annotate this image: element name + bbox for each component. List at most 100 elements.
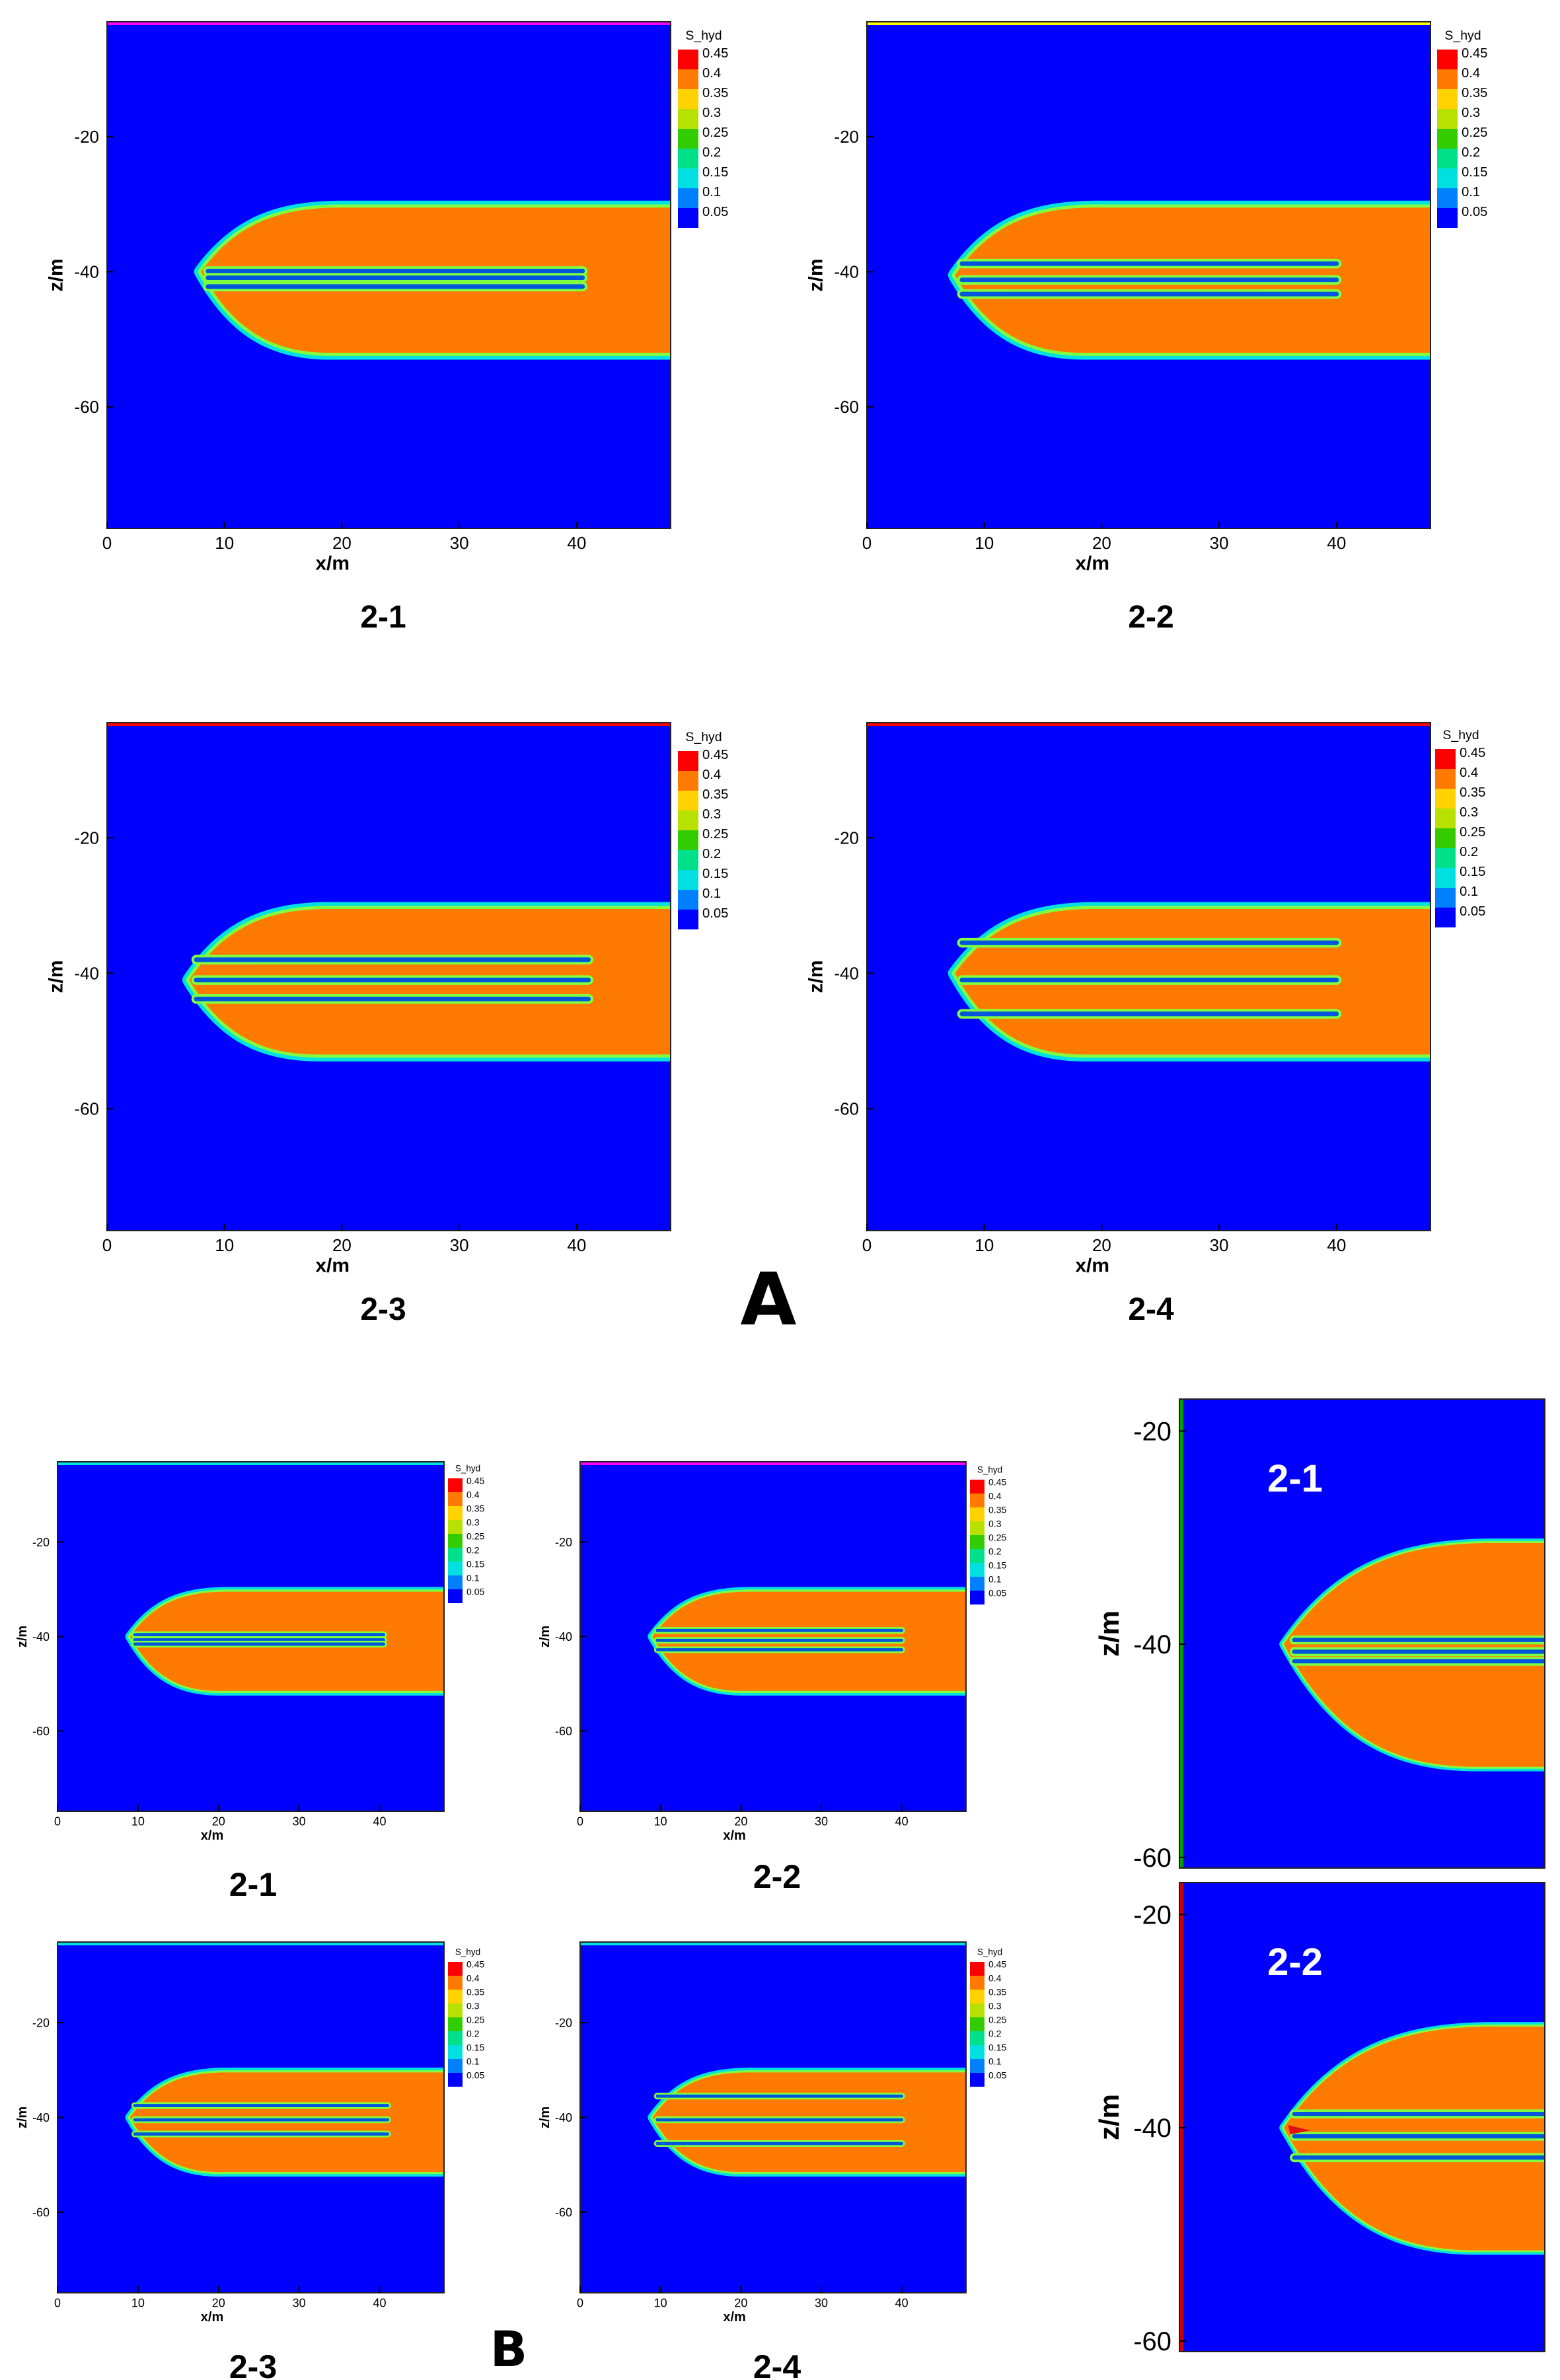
colorbar-level-label: 0.25 — [1460, 825, 1485, 840]
x-tick-label: 10 — [654, 2297, 667, 2310]
x-tick-label: 30 — [1210, 1235, 1229, 1255]
colorbar-level-label: 0.45 — [988, 1476, 1007, 1487]
left-boundary-line — [1179, 1399, 1183, 1868]
colorbar-level-label: 0.3 — [466, 2000, 480, 2011]
y-tick-label: -60 — [1133, 1844, 1171, 1873]
plot-area — [1179, 1399, 1545, 1868]
contour-panel: -20-40-600 10 20 30 40x/mz/mS_hyd0.450.40.35… — [805, 722, 1485, 1327]
x-tick-label: 10 — [215, 1235, 234, 1255]
x-tick-label: 20 — [212, 1815, 225, 1828]
colorbar-swatch — [448, 1534, 463, 1548]
colorbar-level-label: 0.45 — [1460, 746, 1485, 760]
colorbar-level-label: 0.45 — [466, 1475, 485, 1486]
x-tick-label: 0 — [102, 533, 112, 553]
x-tick-label: 10 — [975, 533, 994, 553]
colorbar-level-label: 0.35 — [988, 1504, 1007, 1515]
plot-area — [1179, 1883, 1545, 2352]
colorbar-level-label: 0.3 — [466, 1517, 480, 1527]
colorbar-level-label: 0.2 — [702, 847, 721, 861]
y-axis-label: z/m — [45, 960, 67, 993]
y-tick-label: -40 — [74, 262, 99, 281]
colorbar-level-label: 0.05 — [1460, 904, 1485, 919]
colorbar-title: S_hyd — [977, 1465, 1002, 1475]
x-tick-label: 20 — [734, 2297, 747, 2310]
colorbar-level-label: 0.35 — [702, 787, 728, 802]
y-tick-label: -20 — [1133, 1417, 1171, 1446]
colorbar-swatch — [970, 1990, 984, 2003]
colorbar-level-label: 0.2 — [1462, 145, 1480, 160]
contour-panel: -20 -40 -60 z/m 2-1 — [1094, 1398, 1545, 1873]
colorbar-level-label: 0.1 — [988, 2056, 1002, 2066]
colorbar-level-label: 0.05 — [988, 2070, 1007, 2080]
y-tick-label: -20 — [74, 127, 99, 147]
colorbar-level-label: 0.05 — [988, 1587, 1007, 1598]
colorbar-level-label: 0.4 — [988, 1490, 1002, 1501]
colorbar-swatch — [448, 1478, 463, 1492]
contour-panel: -20-40-600 10 20 30 40x/mz/mS_hyd0.450.40.35… — [45, 722, 728, 1327]
x-tick-label: 10 — [975, 1235, 994, 1255]
x-tick-label: 0 — [577, 2297, 583, 2310]
colorbar-level-label: 0.1 — [466, 2056, 480, 2066]
plot-frame — [1179, 1398, 1545, 1869]
y-tick-label: -20 — [1133, 1900, 1171, 1929]
y-tick-label: -60 — [555, 1725, 572, 1738]
y-axis-label: z/m — [15, 2107, 30, 2128]
colorbar-swatch — [1437, 149, 1458, 168]
colorbar-swatch — [678, 910, 698, 929]
plot-area — [107, 723, 671, 1231]
colorbar-level-label: 0.2 — [702, 145, 721, 160]
panel-caption: 2-4 — [753, 2348, 801, 2380]
colorbar-swatch — [678, 188, 698, 208]
y-tick-label: -20 — [74, 828, 99, 847]
colorbar-level-label: 0.15 — [466, 1558, 485, 1569]
colorbar-level-label: 0.25 — [466, 1531, 485, 1541]
x-axis-label: x/m — [723, 1828, 745, 1843]
colorbar-level-label: 0.4 — [1462, 66, 1480, 81]
x-tick-label: 40 — [567, 533, 586, 553]
colorbar-swatch — [678, 69, 698, 89]
contour-panel: -20-40-600 10 20 30 40x/mz/mS_hyd0.450.40.35… — [15, 1461, 485, 1903]
colorbar-swatch — [1435, 868, 1456, 888]
colorbar-swatch — [1435, 769, 1456, 789]
y-tick-label: -40 — [834, 963, 859, 983]
colorbar-swatch — [448, 2003, 463, 2017]
panel-caption: 2-2 — [1128, 600, 1173, 635]
plot-area — [57, 1462, 444, 1811]
colorbar-swatch — [1435, 789, 1456, 809]
colorbar-swatch — [448, 1548, 463, 1562]
x-tick-label: 30 — [815, 2297, 828, 2310]
x-tick-label: 0 — [54, 1815, 61, 1828]
contour-panel: -20-40-600 10 20 30 40x/mz/mS_hyd0.450.40.35… — [538, 1941, 1007, 2380]
colorbar-swatch — [970, 2003, 984, 2017]
colorbar-level-label: 0.35 — [702, 86, 728, 100]
x-tick-label: 0 — [862, 1235, 872, 1255]
colorbar-level-label: 0.1 — [466, 1572, 480, 1583]
x-tick-label: 40 — [567, 1235, 586, 1255]
x-axis-label: x/m — [723, 2310, 745, 2325]
colorbar-level-label: 0.15 — [1462, 165, 1487, 180]
colorbar-swatch — [678, 751, 698, 771]
x-tick-label: 30 — [1210, 533, 1229, 553]
colorbar-swatch — [448, 1962, 463, 1976]
plot-area — [580, 1462, 966, 1811]
colorbar-level-label: 0.3 — [1460, 805, 1478, 820]
y-axis-label: z/m — [805, 960, 827, 993]
colorbar-level-label: 0.45 — [702, 46, 728, 61]
y-tick-label: -40 — [74, 963, 99, 983]
colorbar-swatch — [1435, 888, 1456, 908]
colorbar-level-label: 0.15 — [702, 165, 728, 180]
colorbar-level-label: 0.3 — [1462, 106, 1480, 120]
panel-caption: 2-1 — [360, 600, 406, 635]
colorbar-level-label: 0.25 — [702, 126, 728, 140]
y-tick-label: -20 — [32, 1536, 50, 1549]
colorbar-swatch — [1437, 69, 1458, 89]
colorbar-swatch — [1437, 50, 1458, 69]
colorbar-level-label: 0.25 — [988, 1532, 1007, 1542]
colorbar-level-label: 0.2 — [1460, 845, 1478, 859]
plot-frame — [866, 21, 1431, 529]
x-tick-label: 10 — [215, 533, 234, 553]
x-tick-label: 20 — [1092, 533, 1111, 553]
contour-panel: -20-40-600 10 20 30 40x/mz/mS_hyd0.450.40.35… — [45, 21, 728, 635]
red-tip-region — [1288, 2125, 1310, 2135]
